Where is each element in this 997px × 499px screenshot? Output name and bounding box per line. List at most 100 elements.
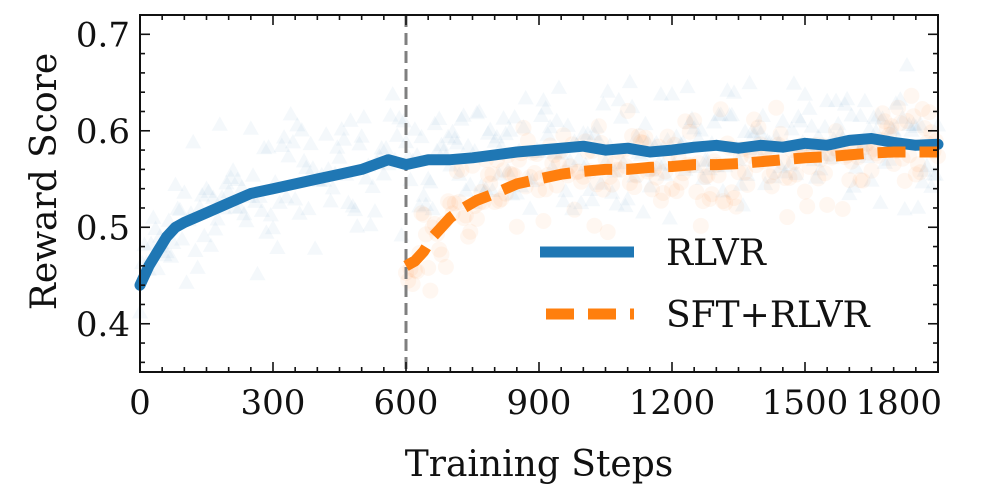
sft-rlvr-sample-marker	[668, 183, 685, 200]
sft-rlvr-sample-marker	[686, 112, 703, 129]
sft-rlvr-sample-marker	[710, 167, 727, 184]
rlvr-sample-marker	[307, 240, 324, 255]
rlvr-sample-marker	[406, 121, 423, 136]
sft-rlvr-sample-marker	[905, 108, 922, 125]
sft-rlvr-sample-marker	[431, 241, 448, 258]
rlvr-sample-marker	[608, 196, 625, 211]
rlvr-sample-marker	[650, 154, 667, 170]
rlvr-sample-marker	[417, 196, 435, 211]
sft-rlvr-sample-marker	[772, 125, 789, 142]
rlvr-sample-marker	[588, 118, 605, 133]
rlvr-sample-marker	[247, 193, 264, 208]
rlvr-sample-marker	[624, 98, 641, 114]
rlvr-sample-marker	[342, 112, 359, 127]
rlvr-sample-marker	[796, 86, 814, 101]
rlvr-sample-marker	[391, 109, 408, 125]
rlvr-sample-marker	[679, 78, 696, 94]
rlvr-sample-marker	[635, 204, 652, 219]
rlvr-sample-marker	[617, 197, 634, 213]
sft-rlvr-sample-marker	[573, 173, 590, 190]
sft-rlvr-sample-marker	[550, 155, 567, 172]
rlvr-sample-marker	[776, 163, 794, 179]
rlvr-sample-marker	[358, 170, 375, 185]
rlvr-sample-marker	[557, 182, 574, 198]
rlvr-sample-marker	[171, 201, 188, 216]
rlvr-sample-marker	[912, 115, 929, 131]
rlvr-sample-marker	[721, 107, 738, 122]
rlvr-sample-marker	[295, 152, 313, 168]
sft-rlvr-sample-marker	[484, 166, 501, 183]
sft-rlvr-sample-marker	[415, 206, 432, 223]
rlvr-sample-marker	[626, 168, 643, 183]
sft-rlvr-sample-marker	[863, 162, 880, 179]
rlvr-sample-marker	[887, 95, 904, 110]
rlvr-sample-marker	[823, 149, 840, 165]
rlvr-sample-marker	[533, 107, 550, 122]
x-tick-label: 300	[241, 383, 306, 423]
rlvr-sample-marker	[205, 189, 222, 204]
sft-rlvr-sample-marker	[544, 155, 561, 172]
sft-rlvr-sample-marker	[460, 228, 477, 245]
rlvr-sample-marker	[291, 205, 308, 220]
sft-rlvr-sample-marker	[648, 169, 665, 186]
rlvr-sample-marker	[790, 108, 807, 124]
rlvr-sample-marker	[207, 221, 224, 236]
rlvr-sample-marker	[909, 199, 927, 214]
sft-rlvr-sample-marker	[890, 99, 907, 116]
rlvr-sample-marker	[167, 176, 184, 192]
rlvr-sample-marker	[847, 159, 865, 174]
rlvr-sample-marker	[298, 159, 315, 175]
rlvr-sample-marker	[495, 110, 512, 125]
rlvr-sample-marker	[497, 125, 514, 141]
rlvr-sample-marker	[362, 216, 379, 232]
rlvr-sample-marker	[433, 136, 450, 152]
sft-rlvr-sample-marker	[874, 105, 891, 122]
rlvr-sample-marker	[535, 92, 552, 107]
rlvr-sample-marker	[788, 165, 805, 181]
sft-rlvr-sample-marker	[883, 118, 900, 135]
rlvr-sample-marker	[681, 114, 698, 129]
sft-rlvr-sample-marker	[819, 196, 836, 213]
series-layer	[134, 133, 944, 291]
rlvr-sample-marker	[819, 92, 836, 108]
sft-rlvr-sample-marker	[726, 189, 743, 206]
sft-rlvr-sample-marker	[482, 175, 499, 192]
sft-rlvr-sample-marker	[779, 209, 796, 226]
rlvr-sample-marker	[812, 160, 829, 176]
sft-rlvr-sample-marker	[400, 272, 417, 289]
rlvr-sample-marker	[785, 75, 803, 90]
rlvr-sample-marker	[282, 106, 299, 121]
sft-rlvr-sample-marker	[599, 224, 616, 241]
rlvr-sample-marker	[595, 96, 612, 111]
rlvr-sample-marker	[373, 140, 390, 155]
rlvr-sample-marker	[905, 116, 922, 131]
sft-rlvr-sample-marker	[413, 205, 430, 222]
rlvr-sample-marker	[275, 129, 293, 144]
rlvr-sample-marker	[774, 113, 791, 128]
rlvr-sample-marker	[692, 122, 709, 137]
rlvr-sample-marker	[663, 86, 681, 101]
rlvr-sample-marker	[885, 121, 902, 136]
rlvr-sample-marker	[792, 112, 809, 128]
rlvr-sample-marker	[333, 121, 350, 136]
rlvr-sample-marker	[258, 224, 275, 239]
sft-rlvr-sample-marker	[568, 164, 585, 181]
rlvr-sample-marker	[898, 56, 916, 72]
rlvr-sample-marker	[781, 157, 798, 172]
rlvr-sample-marker	[741, 74, 758, 90]
rlvr-sample-marker	[499, 162, 517, 177]
rlvr-sample-marker	[881, 151, 898, 166]
sft-rlvr-sample-marker	[854, 172, 871, 189]
y-tick-label: 0.4	[76, 305, 130, 345]
sft-rlvr-sample-marker	[655, 184, 672, 201]
rlvr-sample-marker	[273, 137, 290, 152]
rlvr-sample-marker	[440, 128, 457, 144]
rlvr-sample-marker	[918, 157, 936, 173]
x-tick-label: 600	[374, 383, 439, 423]
rlvr-sample-marker	[395, 112, 412, 128]
rlvr-sample-marker	[573, 194, 590, 210]
sft-rlvr-sample-marker	[644, 181, 661, 198]
rlvr-sample-marker	[719, 82, 736, 97]
rlvr-sample-marker	[637, 115, 654, 131]
rlvr-sample-marker	[451, 166, 468, 181]
